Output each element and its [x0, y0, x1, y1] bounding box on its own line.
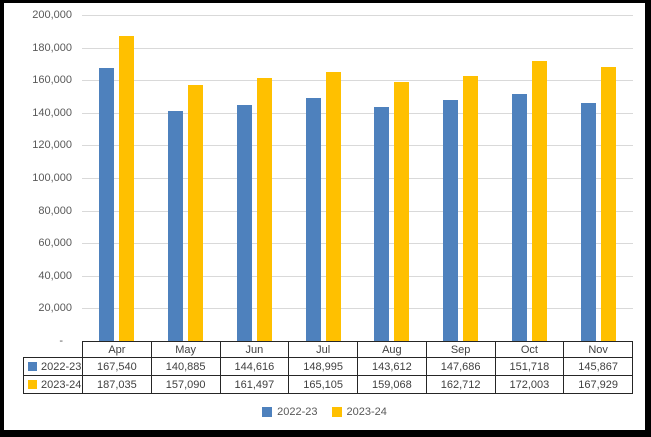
table-header-row: Apr May Jun Jul Aug Sep Oct Nov	[24, 341, 633, 358]
bar-2023-24-sep[interactable]	[463, 76, 479, 341]
y-axis-label: 160,000	[32, 74, 72, 87]
y-axis-label: 60,000	[38, 237, 72, 250]
y-axis-label: 200,000	[32, 9, 72, 21]
table-header-oct: Oct	[494, 341, 565, 358]
bar-2022-23-aug[interactable]	[374, 107, 390, 341]
data-table: Apr May Jun Jul Aug Sep Oct Nov 2022-23 167,540 14…	[23, 341, 633, 394]
table-cell: 144,616	[219, 357, 290, 376]
series-swatch-icon	[28, 361, 37, 371]
bar-2023-24-jul[interactable]	[325, 72, 341, 341]
bar-2022-23-apr[interactable]	[98, 68, 114, 341]
series-swatch-icon	[28, 379, 37, 389]
bar-2023-24-nov[interactable]	[601, 67, 617, 341]
table-cell: 162,712	[425, 375, 496, 394]
table-header-may: May	[150, 341, 221, 358]
legend-label: 2023-24	[346, 406, 387, 418]
bar-2022-23-nov[interactable]	[581, 103, 597, 341]
legend-swatch-icon	[262, 407, 273, 417]
table-cell: 167,540	[82, 357, 152, 376]
table-cell: 165,105	[288, 375, 358, 394]
bar-2023-24-oct[interactable]	[532, 61, 548, 341]
table-header-sep: Sep	[425, 341, 496, 358]
table-cell: 147,686	[425, 357, 496, 376]
table-cell: 145,867	[563, 357, 633, 376]
gridline	[82, 275, 633, 277]
table-row-label-2023-24: 2023-24	[23, 375, 83, 394]
y-axis-label: -	[59, 335, 63, 347]
legend-item-2023-24[interactable]: 2023-24	[331, 406, 387, 418]
bar-2022-23-jun[interactable]	[236, 105, 252, 341]
table-row: 2022-23 167,540 140,885 144,616 148,995 143,6…	[23, 357, 633, 376]
gridline	[82, 112, 633, 114]
bar-2022-23-oct[interactable]	[512, 94, 528, 341]
bar-2023-24-may[interactable]	[187, 85, 203, 341]
table-row: 2023-24 187,035 157,090 161,497 165,105 159,0…	[23, 375, 633, 394]
y-axis-label: 40,000	[38, 269, 72, 282]
table-corner-cell	[24, 342, 83, 358]
legend-swatch-icon	[331, 407, 342, 417]
bar-2023-24-aug[interactable]	[394, 82, 410, 341]
bar-2023-24-apr[interactable]	[118, 36, 134, 341]
table-cell: 187,035	[82, 375, 152, 394]
table-cell: 148,995	[288, 357, 358, 376]
table-cell: 143,612	[357, 357, 427, 376]
table-header-jun: Jun	[219, 341, 290, 358]
gridline	[82, 15, 633, 16]
series-label: 2023-24	[41, 378, 82, 391]
plot-area	[82, 15, 633, 341]
table-cell: 140,885	[150, 357, 221, 376]
gridline	[82, 308, 633, 310]
gridline	[82, 210, 633, 212]
legend-label: 2022-23	[277, 406, 318, 418]
data-table-grid: Apr May Jun Jul Aug Sep Oct Nov 2022-23 167,540 14…	[23, 341, 633, 394]
gridline	[82, 145, 633, 147]
legend-item-2022-23[interactable]: 2022-23	[262, 406, 318, 418]
series-label: 2022-23	[41, 360, 82, 373]
table-cell: 151,718	[494, 357, 565, 376]
y-axis-label: 20,000	[38, 302, 72, 315]
table-cell: 167,929	[563, 375, 633, 394]
table-header-nov: Nov	[563, 341, 633, 358]
y-axis-label: 100,000	[32, 172, 72, 184]
bar-2022-23-jul[interactable]	[305, 98, 321, 341]
legend: 2022-23 2023-24	[4, 406, 645, 418]
y-axis-label: 80,000	[38, 204, 72, 217]
y-axis-label: 180,000	[32, 41, 72, 54]
gridline	[82, 178, 633, 179]
bar-2022-23-sep[interactable]	[443, 100, 459, 341]
table-header-apr: Apr	[82, 341, 152, 358]
table-cell: 159,068	[357, 375, 427, 394]
table-header-aug: Aug	[357, 341, 427, 358]
y-axis: - 20,000 40,000 60,000 80,000 100,000 120,000 1…	[4, 9, 72, 355]
y-axis-label: 120,000	[32, 139, 72, 152]
table-cell: 172,003	[494, 375, 565, 394]
gridline	[82, 80, 633, 82]
bar-2023-24-jun[interactable]	[256, 78, 272, 341]
y-axis-label: 140,000	[32, 106, 72, 119]
bar-2022-23-may[interactable]	[167, 111, 183, 341]
table-header-jul: Jul	[288, 341, 358, 358]
gridline	[82, 47, 633, 49]
table-cell: 157,090	[150, 375, 221, 394]
table-cell: 161,497	[219, 375, 290, 394]
table-row-label-2022-23: 2022-23	[23, 357, 83, 376]
gridline	[82, 243, 633, 245]
